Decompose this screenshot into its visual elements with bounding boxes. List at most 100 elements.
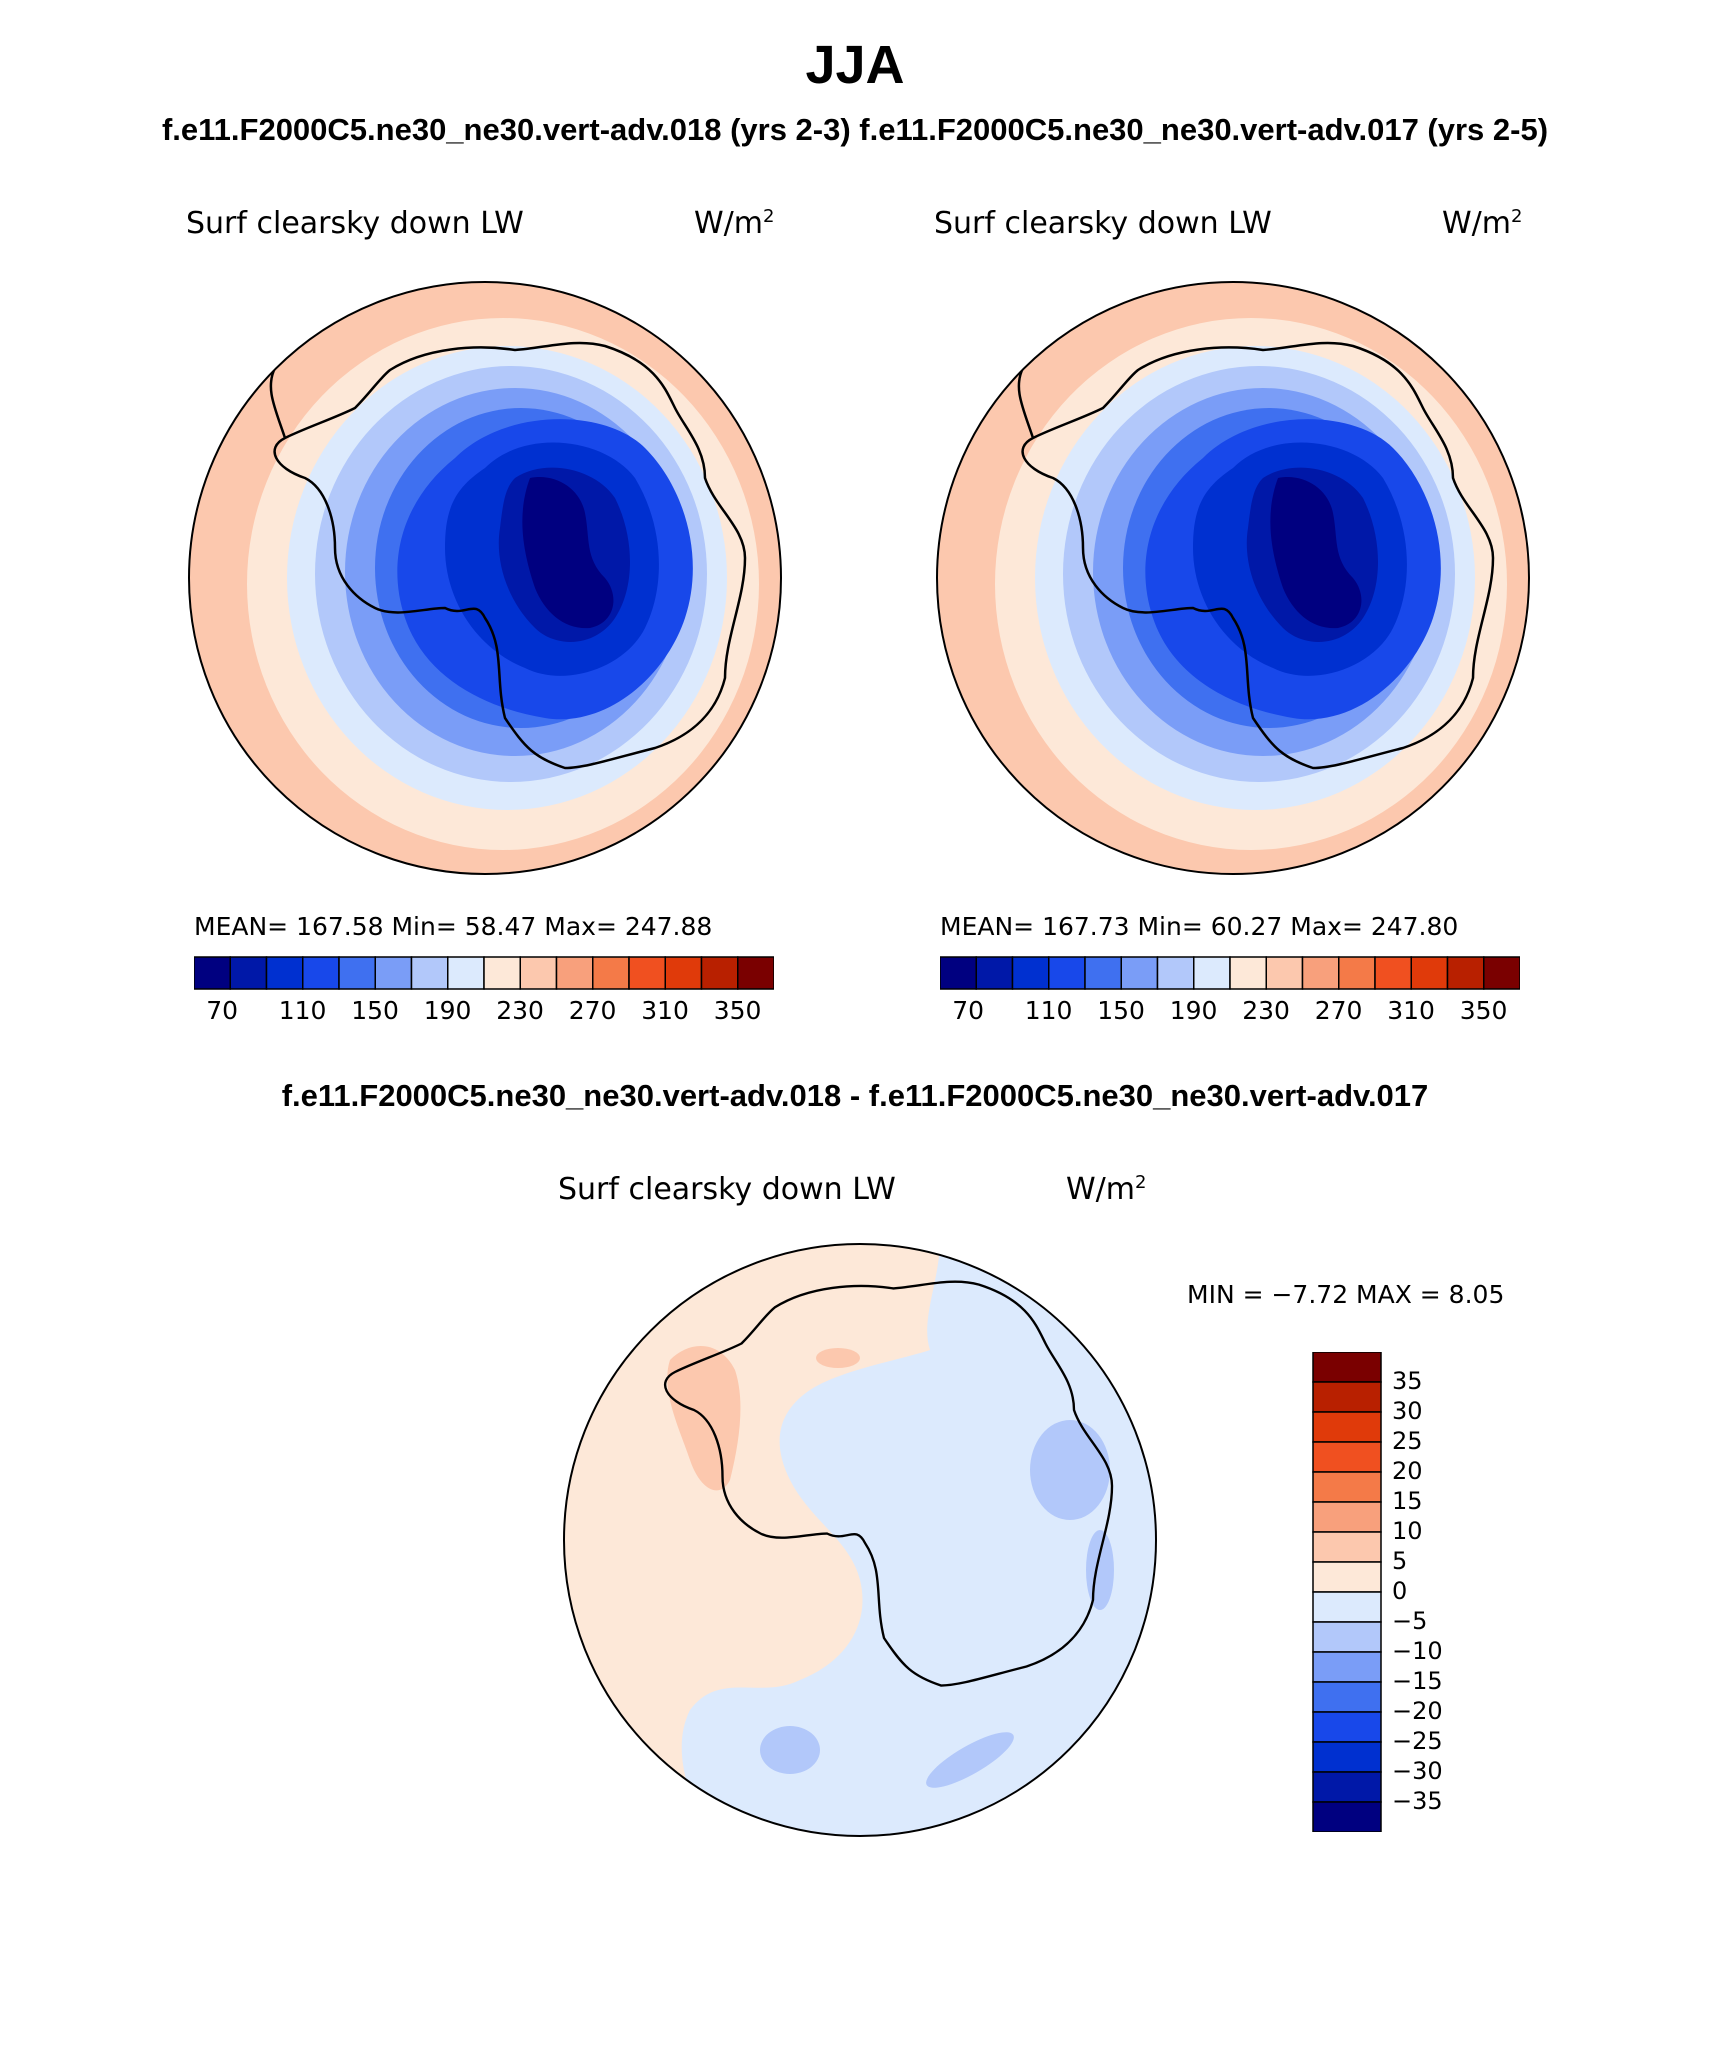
panel-2-colorbar-swatch — [1120, 956, 1159, 990]
panel-1-antarctica-coastline — [273, 341, 747, 770]
panel-2-colorbar-swatch — [1048, 956, 1086, 990]
panel-2-colorbar-swatch — [1156, 956, 1195, 990]
panel-1-colorbar-swatch — [265, 956, 304, 990]
panel-1-colorbar-ticks: 70 110 150 190 230 270 310 350 — [194, 996, 774, 1030]
panel-1-map-border — [188, 281, 782, 875]
diff-colorbar-tick-label: −20 — [1392, 1697, 1443, 1725]
diff-band-0-5 — [564, 1244, 940, 1836]
panel-1-colorbar-swatch — [302, 956, 340, 990]
panel-1-colorbar — [194, 956, 774, 990]
diff-band-neg5-10-south — [760, 1726, 820, 1774]
panel-1-colorbar-swatch — [410, 956, 449, 990]
panel-2-colorbar-swatch — [1483, 956, 1520, 990]
panel-1-colorbar-swatch — [664, 956, 703, 990]
panel-1-stats: MEAN= 167.58 Min= 58.47 Max= 247.88 — [194, 912, 713, 941]
diff-colorbar-tick-label: 10 — [1392, 1517, 1423, 1545]
diff-colorbar-swatch — [1312, 1741, 1382, 1773]
panel-2-colorbar-tick-label: 150 — [1097, 996, 1145, 1025]
panel-1-colorbar-tick-label: 110 — [278, 996, 327, 1025]
panel-2-colorbar-tick-label: 110 — [1024, 996, 1073, 1025]
panel-1-colorbar-swatch — [447, 956, 485, 990]
diff-stats: MIN = −7.72 MAX = 8.05 — [1187, 1280, 1505, 1309]
panel-2-colorbar-swatch — [1193, 956, 1231, 990]
diff-colorbar-tick-label: 35 — [1392, 1367, 1423, 1395]
panel-2-colorbar-swatch — [1446, 956, 1485, 990]
panel-1-colorbar-swatch — [519, 956, 558, 990]
diff-colorbar-ticks: 35 30 25 20 15 10 5 0 −5 −10 −15 −20 −25 −30 −35 — [1392, 1352, 1512, 1832]
diff-colorbar-swatch — [1312, 1471, 1382, 1503]
panel-2-units: W/m2 — [1442, 206, 1523, 241]
panel-2-colorbar-swatch — [1265, 956, 1304, 990]
diff-colorbar-swatch — [1312, 1771, 1382, 1803]
diff-band-neg5-10-east — [1030, 1420, 1110, 1520]
panel-2-colorbar — [940, 956, 1520, 990]
panel-1-colorbar-tick-label: 310 — [641, 996, 689, 1025]
panel-1-colorbar-swatch — [700, 956, 739, 990]
panel-2-colorbar-tick-label: 270 — [1314, 996, 1363, 1025]
panel-1-colorbar-swatch — [737, 956, 774, 990]
diff-colorbar-swatch — [1312, 1801, 1382, 1832]
panel-1-colorbar-tick-label: 270 — [568, 996, 617, 1025]
diff-colorbar-swatch — [1312, 1621, 1382, 1653]
panel-2-colorbar-swatch — [1410, 956, 1449, 990]
diff-colorbar-swatch — [1312, 1501, 1382, 1533]
diff-colorbar-swatch — [1312, 1441, 1382, 1473]
season-title: JJA — [805, 35, 905, 95]
panel-1-colorbar-tick-label: 70 — [206, 996, 239, 1025]
panel-1-colorbar-swatch — [374, 956, 413, 990]
diff-colorbar-swatch — [1312, 1711, 1382, 1743]
diff-colorbar-tick-label: 0 — [1392, 1577, 1408, 1605]
panel-2-variable-label: Surf clearsky down LW — [934, 206, 1272, 241]
diff-units: W/m2 — [1066, 1172, 1147, 1207]
diff-colorbar-tick-label: −35 — [1392, 1787, 1443, 1815]
panel-2-colorbar-swatch — [975, 956, 1014, 990]
panel-1-map — [188, 281, 782, 875]
panel-2-peninsula-coastline — [1017, 367, 1035, 439]
diff-colorbar-tick-label: −5 — [1392, 1607, 1428, 1635]
diff-variable-label: Surf clearsky down LW — [558, 1172, 896, 1207]
diff-colorbar-swatch — [1312, 1411, 1382, 1443]
diff-band-neg5-10-southeast — [926, 1732, 1014, 1788]
panel-2-colorbar-tick-label: 230 — [1242, 996, 1290, 1025]
diff-antarctica-coastline — [663, 1280, 1114, 1687]
panel-2-colorbar-swatch — [1084, 956, 1122, 990]
panel-2-colorbar-tick-label: 70 — [952, 996, 985, 1025]
diff-colorbar-tick-label: 20 — [1392, 1457, 1423, 1485]
panel-1-colorbar-tick-label: 230 — [496, 996, 544, 1025]
panel-2-colorbar-swatch — [1338, 956, 1376, 990]
panel-2-colorbar-swatch — [1011, 956, 1050, 990]
panel-1-colorbar-swatch — [555, 956, 594, 990]
diff-colorbar — [1312, 1352, 1382, 1832]
panel-1-peninsula-coastline — [269, 367, 287, 439]
diff-band-5-10-small — [816, 1348, 860, 1368]
panel-2-colorbar-tick-label: 350 — [1459, 996, 1508, 1025]
diff-colorbar-tick-label: −25 — [1392, 1727, 1443, 1755]
panel-1-variable-label: Surf clearsky down LW — [186, 206, 524, 241]
panel-2-band-70 — [1270, 477, 1362, 629]
diff-colorbar-tick-label: −15 — [1392, 1667, 1443, 1695]
diff-colorbar-swatch — [1312, 1591, 1382, 1623]
panel-2-colorbar-swatch — [1374, 956, 1412, 990]
panel-1-colorbar-swatch — [592, 956, 630, 990]
panel-2-colorbar-tick-label: 310 — [1387, 996, 1435, 1025]
diff-colorbar-tick-label: 15 — [1392, 1487, 1423, 1515]
panel-1-colorbar-swatch — [628, 956, 666, 990]
difference-title: f.e11.F2000C5.ne30_ne30.vert-adv.018 - f… — [281, 1078, 1429, 1113]
panel-1-colorbar-tick-label: 190 — [423, 996, 472, 1025]
panel-1-colorbar-tick-label: 350 — [713, 996, 762, 1025]
panel-2-colorbar-swatch — [940, 956, 977, 990]
diff-colorbar-tick-label: 5 — [1392, 1547, 1408, 1575]
case-subtitle: f.e11.F2000C5.ne30_ne30.vert-adv.018 (yr… — [161, 112, 1549, 147]
diff-colorbar-swatch — [1312, 1561, 1382, 1593]
diff-map — [563, 1243, 1157, 1837]
panel-1-colorbar-swatch — [338, 956, 376, 990]
diff-colorbar-tick-label: −30 — [1392, 1757, 1443, 1785]
diff-colorbar-tick-label: 25 — [1392, 1427, 1423, 1455]
panel-2-stats: MEAN= 167.73 Min= 60.27 Max= 247.80 — [940, 912, 1459, 941]
diff-map-border — [563, 1243, 1157, 1837]
diff-colorbar-swatch — [1312, 1381, 1382, 1413]
panel-1-colorbar-swatch — [229, 956, 268, 990]
panel-2-map — [936, 281, 1530, 875]
panel-2-colorbar-swatch — [1229, 956, 1267, 990]
panel-1-colorbar-swatch — [194, 956, 231, 990]
